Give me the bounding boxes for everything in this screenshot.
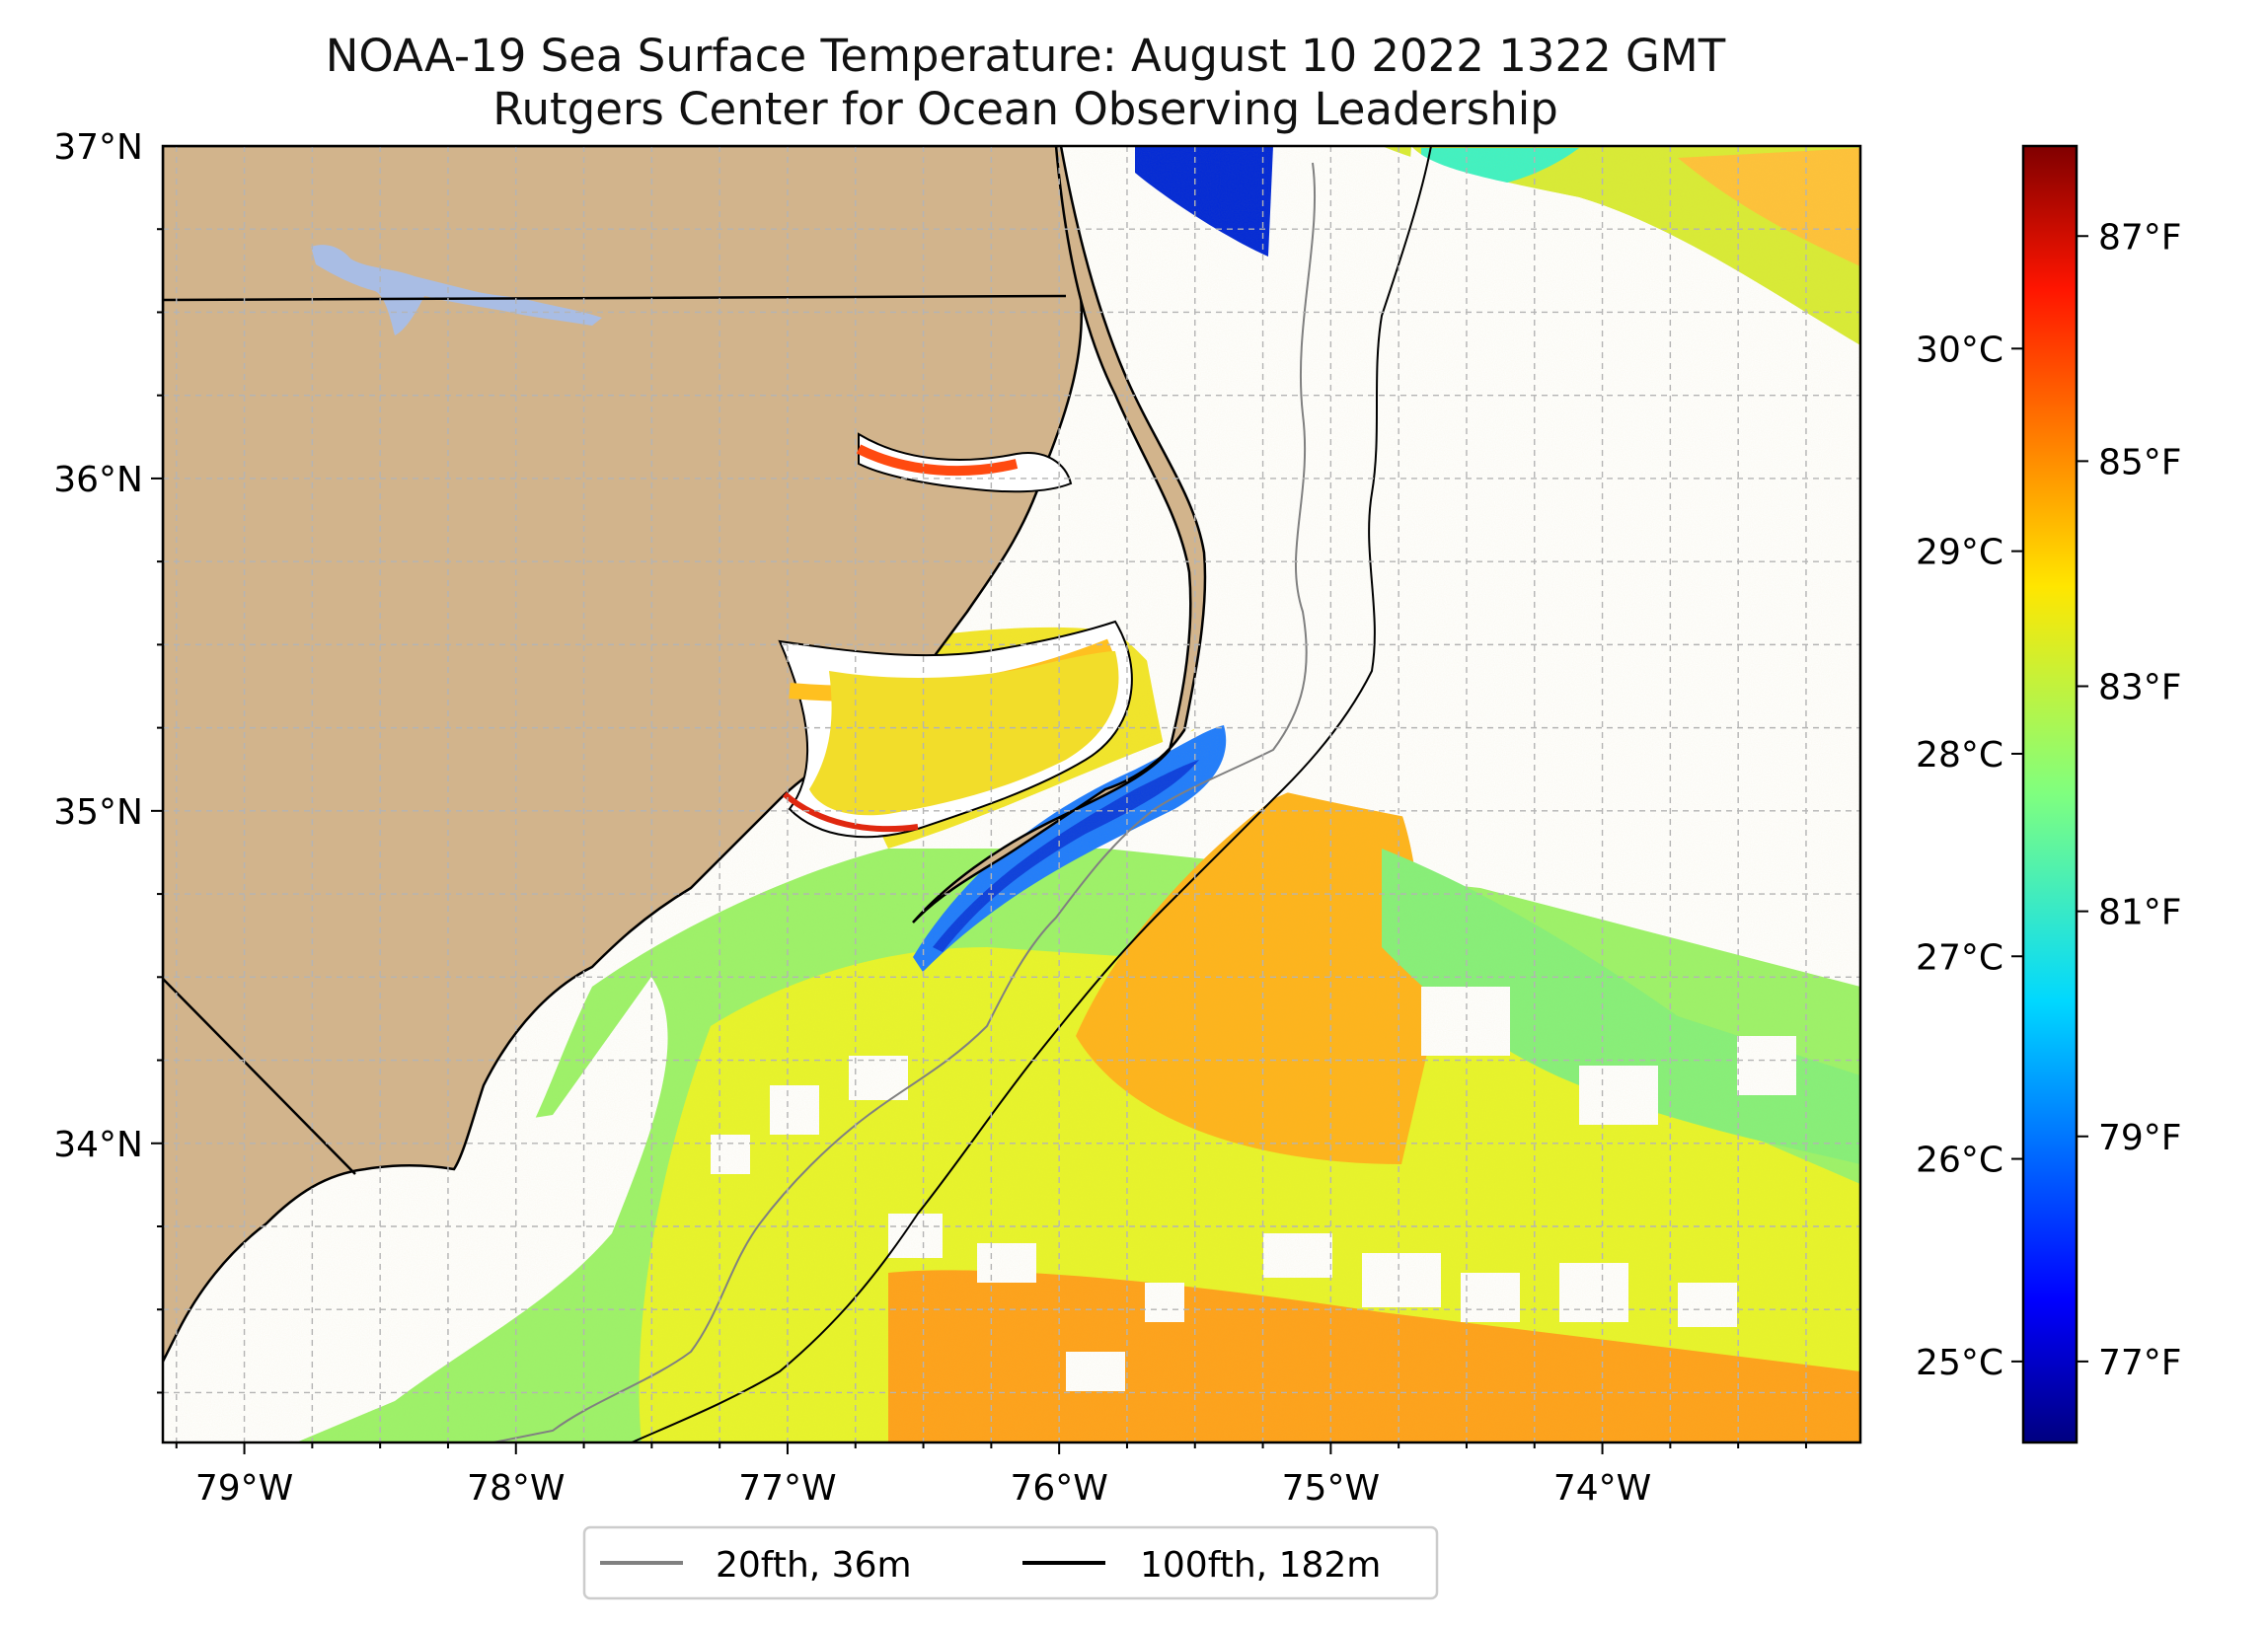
legend-label-100fth: 100fth, 182m (1140, 1545, 1381, 1586)
colorbar-label-c: 25°C (1916, 1343, 2003, 1383)
legend-label-20fth: 20fth, 36m (716, 1545, 912, 1586)
colorbar-gradient (2021, 144, 2079, 1444)
colorbar-label-c: 26°C (1916, 1141, 2003, 1181)
land-layer (163, 146, 1207, 1363)
colorbar-label-c: 27°C (1916, 937, 2003, 978)
colorbar-label-f: 83°F (2098, 668, 2182, 708)
lon-tick-label: 74°W (1553, 1468, 1651, 1509)
lon-tick-label: 77°W (738, 1468, 836, 1509)
colorbar: 25°C 26°C 27°C 28°C 29°C 30°C 77°F 79°F 81°F 83°… (1916, 144, 2182, 1444)
lon-tick-label: 76°W (1010, 1468, 1107, 1509)
longitude-tick-labels: 79°W 78°W 77°W 76°W 75°W 74°W (195, 1468, 1651, 1509)
lat-tick-label: 37°N (53, 127, 143, 168)
legend-box (582, 1525, 1439, 1600)
nc-sc-border (163, 978, 356, 1175)
colorbar-label-f: 85°F (2098, 442, 2182, 482)
colorbar-label-c: 29°C (1916, 533, 2003, 573)
contour-20fth (492, 162, 1316, 1442)
lon-tick-label: 79°W (195, 1468, 293, 1509)
map-title: NOAA-19 Sea Surface Temperature: August … (325, 30, 1726, 82)
colorbar-label-f: 87°F (2098, 217, 2182, 258)
gridlines (163, 146, 1860, 1442)
colorbar-label-f: 79°F (2098, 1118, 2182, 1158)
lat-tick-label: 34°N (53, 1125, 143, 1165)
pamlico-red-edge (783, 791, 919, 833)
map-subtitle: Rutgers Center for Ocean Observing Leade… (492, 83, 1558, 135)
latitude-tick-labels: 37°N 36°N 35°N 34°N (53, 127, 143, 1165)
outer-banks (912, 146, 1207, 924)
lat-tick-label: 36°N (53, 460, 143, 500)
albemarle-warm-fringe (856, 444, 1019, 477)
contour-100fth (631, 146, 1432, 1442)
land-carolinas (163, 146, 1083, 1363)
colorbar-label-c: 28°C (1916, 735, 2003, 776)
bathymetry-contours (492, 146, 1432, 1442)
lat-tick-label: 35°N (53, 792, 143, 833)
nc-va-border (163, 294, 1067, 302)
colorbar-label-f: 81°F (2098, 893, 2182, 933)
colorbar-label-f: 77°F (2098, 1343, 2182, 1383)
albemarle-sound (858, 432, 1073, 493)
colorbar-celsius-ticks: 25°C 26°C 27°C 28°C 29°C 30°C (1916, 330, 2023, 1383)
map-frame (161, 144, 1862, 1444)
colorbar-fahrenheit-ticks: 77°F 79°F 81°F 83°F 85°F 87°F (2077, 217, 2182, 1383)
pamlico-yellow-fill (809, 651, 1119, 816)
lon-tick-label: 78°W (467, 1468, 565, 1509)
colorbar-label-c: 30°C (1916, 330, 2003, 370)
legend: 20fth, 36m 100fth, 182m (582, 1525, 1439, 1600)
lon-tick-label: 75°W (1282, 1468, 1380, 1509)
kerr-lake (311, 245, 602, 335)
